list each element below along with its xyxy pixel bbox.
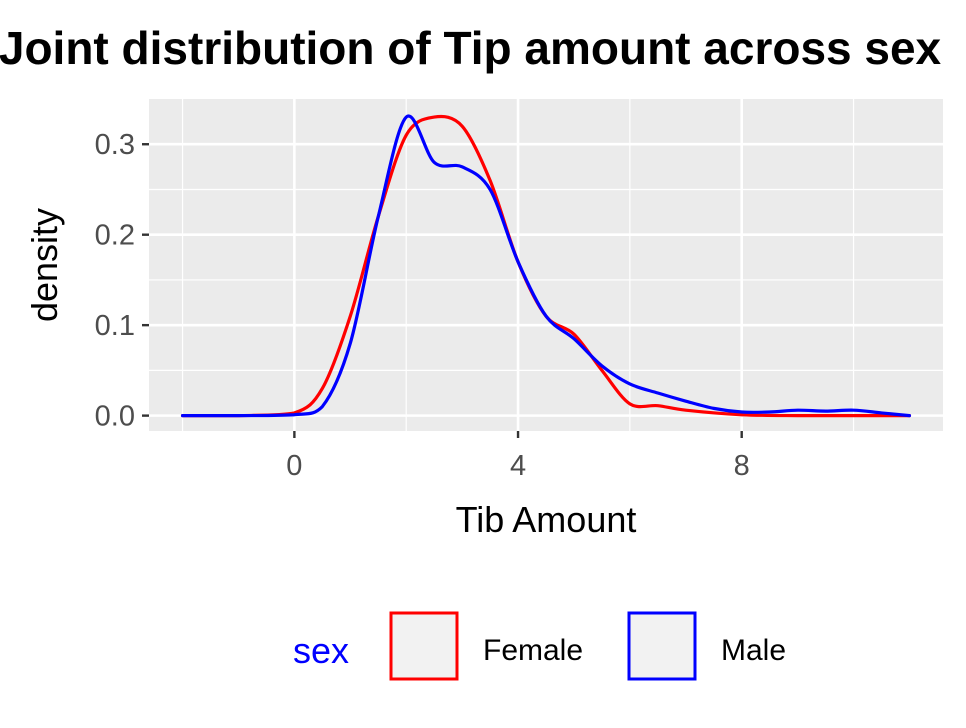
axis-ticks [142,143,743,438]
y-tick-labels: 0.0 0.1 0.2 0.3 [95,129,135,432]
legend-label-female: Female [483,634,583,667]
y-tick-label: 0.3 [95,129,135,161]
chart-title: Joint distribution of Tip amount across … [0,22,942,74]
plot-panel [149,99,943,431]
x-tick-label: 4 [510,450,526,482]
x-axis-title: Tib Amount [456,499,637,540]
y-tick-label: 0.2 [95,220,135,252]
series-line-male [180,114,912,418]
legend-label-male: Male [721,634,786,667]
x-tick-labels: 0 4 8 [286,450,749,482]
x-tick-label: 0 [286,450,302,482]
legend: sex Female Male [293,611,786,681]
x-tick-label: 8 [734,450,750,482]
legend-key-male [627,611,697,681]
series-layer [180,114,912,418]
y-tick-label: 0.1 [95,310,135,342]
legend-title: sex [293,630,349,671]
legend-key-female [389,611,459,681]
y-axis-title: density [24,208,65,322]
y-tick-label: 0.0 [95,401,135,433]
minor-gridlines [149,99,943,431]
